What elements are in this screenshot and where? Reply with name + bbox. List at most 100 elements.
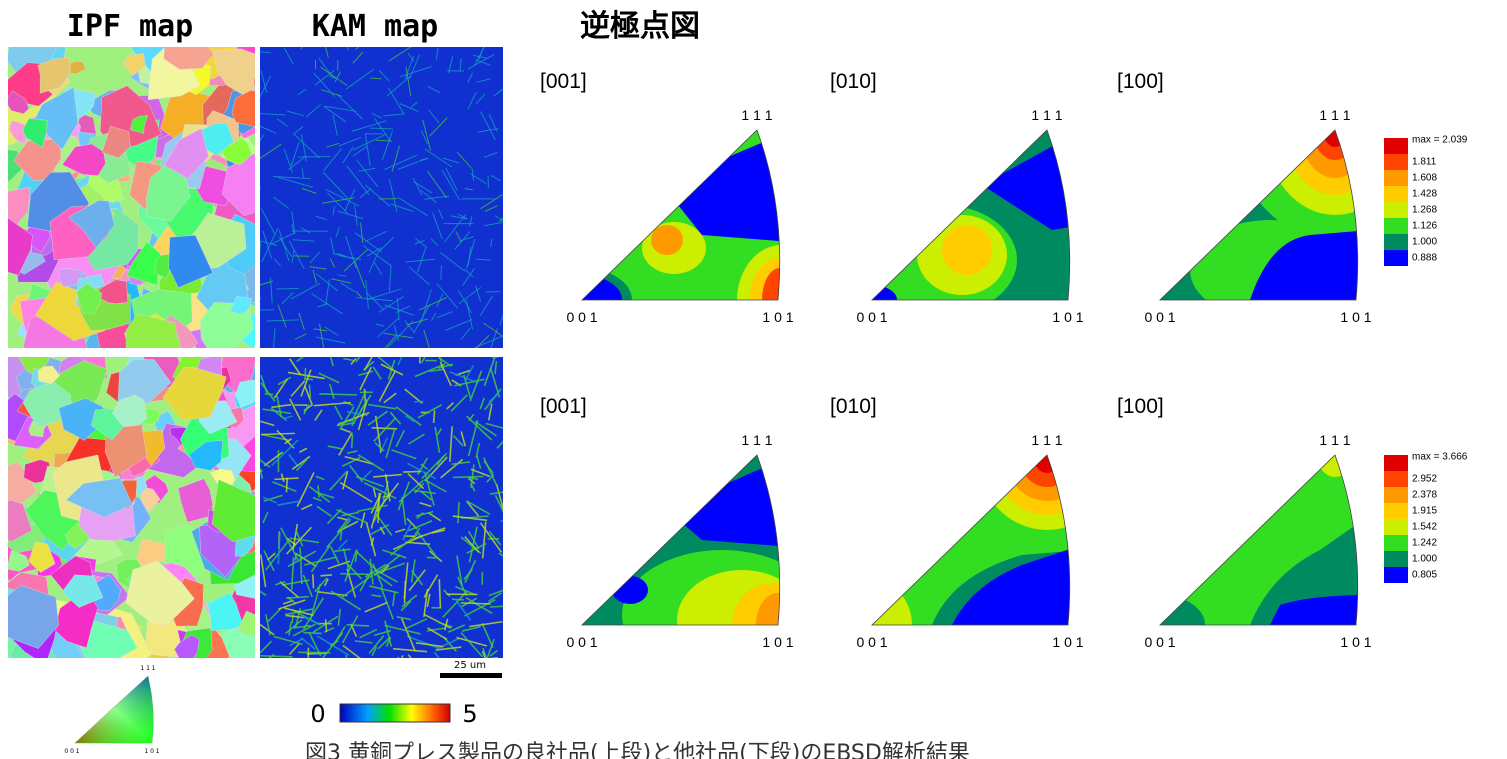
legend-label: 1.126: [1412, 221, 1437, 232]
boundary: [320, 575, 332, 576]
pole-figure: 1 1 10 0 11 0 1: [832, 380, 1117, 670]
legend-label: 1.608: [1412, 173, 1437, 184]
boundary: [309, 385, 310, 398]
pole-label: 1 1 1: [1319, 107, 1350, 123]
pole-label: 1 0 1: [762, 309, 793, 325]
direction-label: [100]: [1117, 395, 1164, 418]
boundary: [493, 350, 525, 358]
pole-label: 1 0 1: [1340, 309, 1371, 325]
direction-label: [100]: [1117, 70, 1164, 93]
pole-label: 1 1 1: [1319, 432, 1350, 448]
legend-label: 1.811: [1412, 157, 1437, 168]
legend-swatch: [1384, 535, 1408, 551]
scale-bar: [440, 673, 502, 678]
pole-label: 1 0 1: [762, 634, 793, 650]
micrograph-content: [0, 16, 279, 379]
micrograph: [234, 327, 525, 685]
key-label: 1 1 1: [140, 665, 155, 672]
key-label: 0 0 1: [64, 748, 79, 755]
header: KAM map: [312, 9, 438, 44]
legend-label: 2.952: [1412, 474, 1437, 485]
figure: IPF map KAM map 逆極点図 25 um 0 5 1 1 1 0 0…: [0, 0, 1507, 759]
micrograph-content: [0, 332, 276, 690]
scale-label: 25 um: [454, 660, 486, 671]
inverse-pole-figures: [001] 1 1 1 0 0 1 1 0 1 [010] 1 1 1 0 0 1 1 0 1…: [532, 20, 1468, 680]
pole-figure: 1 1 10 0 11 0 1: [532, 107, 827, 355]
direction-label: [001]: [540, 395, 587, 418]
micrograph: [0, 332, 276, 690]
legend-label: 1.000: [1412, 237, 1437, 248]
legend-swatch: [1384, 138, 1408, 154]
boundary: [458, 502, 459, 523]
legend-swatch: [1384, 202, 1408, 218]
caption: 図3 黄銅プレス製品の良社品(上段)と他社品(下段)のEBSD解析結果: [305, 741, 970, 759]
legend-swatch: [1384, 170, 1408, 186]
micrograph-content: [234, 327, 525, 685]
legend-label: 0.888: [1412, 253, 1437, 264]
boundary: [346, 655, 355, 683]
legend-label: 1.542: [1412, 522, 1437, 533]
direction-label: [010]: [830, 70, 877, 93]
boundary: [439, 579, 440, 608]
direction-label: [010]: [830, 395, 877, 418]
boundary: [313, 574, 314, 588]
legend-swatch: [1384, 551, 1408, 567]
boundary: [408, 655, 431, 685]
legend-label: 2.378: [1412, 490, 1437, 501]
contour: [942, 225, 992, 275]
boundary: [441, 265, 442, 279]
pole-label: 1 0 1: [1052, 634, 1083, 650]
pole-label: 0 0 1: [856, 634, 887, 650]
boundary: [276, 288, 299, 289]
pole-label: 0 0 1: [856, 309, 887, 325]
contour: [651, 225, 683, 255]
pole-label: 0 0 1: [566, 309, 597, 325]
legend-swatch: [1384, 218, 1408, 234]
boundary: [340, 574, 368, 575]
legend-label: 1.428: [1412, 189, 1437, 200]
boundary: [452, 599, 464, 600]
legend-label: 1.915: [1412, 506, 1437, 517]
ipf-key: 1 1 1 0 0 1 1 0 1: [64, 665, 159, 755]
key-label: 1 0 1: [144, 748, 159, 755]
kam-colorbar: [340, 704, 450, 722]
pole-label: 0 0 1: [566, 634, 597, 650]
boundary: [372, 428, 397, 429]
kam-min: 0: [310, 700, 325, 728]
boundary: [403, 471, 421, 472]
micrograph: [239, 26, 522, 362]
legend-swatch: [1384, 186, 1408, 202]
boundary: [352, 434, 353, 448]
pole-figure: 1 1 1 0 0 1 1 0 1: [847, 107, 1084, 325]
boundary: [256, 52, 270, 53]
pole-label: 1 1 1: [741, 432, 772, 448]
boundary: [453, 477, 483, 478]
legend-swatch: [1384, 487, 1408, 503]
boundary: [434, 410, 435, 423]
legend-label: 1.242: [1412, 538, 1437, 549]
legend-swatch: [1384, 471, 1408, 487]
legend-swatch: [1384, 234, 1408, 250]
header: IPF map: [67, 9, 193, 44]
pole-label: 1 0 1: [1052, 309, 1083, 325]
pole-label: 1 1 1: [1031, 107, 1062, 123]
boundary: [260, 656, 292, 657]
legend-swatch: [1384, 567, 1408, 583]
legend-label: 1.268: [1412, 205, 1437, 216]
boundary: [319, 394, 357, 395]
direction-label: [001]: [540, 70, 587, 93]
contour: [612, 576, 648, 604]
pole-figure: 1 1 1 0 0 1 1 0 1: [566, 432, 822, 680]
micrograph-content: [239, 26, 522, 362]
legend-swatch: [1384, 250, 1408, 266]
legend-swatch: [1384, 503, 1408, 519]
grain: [200, 302, 253, 365]
kam-max: 5: [462, 700, 477, 728]
legend-swatch: [1384, 519, 1408, 535]
boundary: [303, 633, 321, 634]
boundary: [326, 619, 327, 631]
micrograph: [0, 16, 279, 379]
boundary: [461, 603, 491, 604]
pole-label: 0 0 1: [1144, 634, 1175, 650]
legend-swatch: [1384, 455, 1408, 471]
